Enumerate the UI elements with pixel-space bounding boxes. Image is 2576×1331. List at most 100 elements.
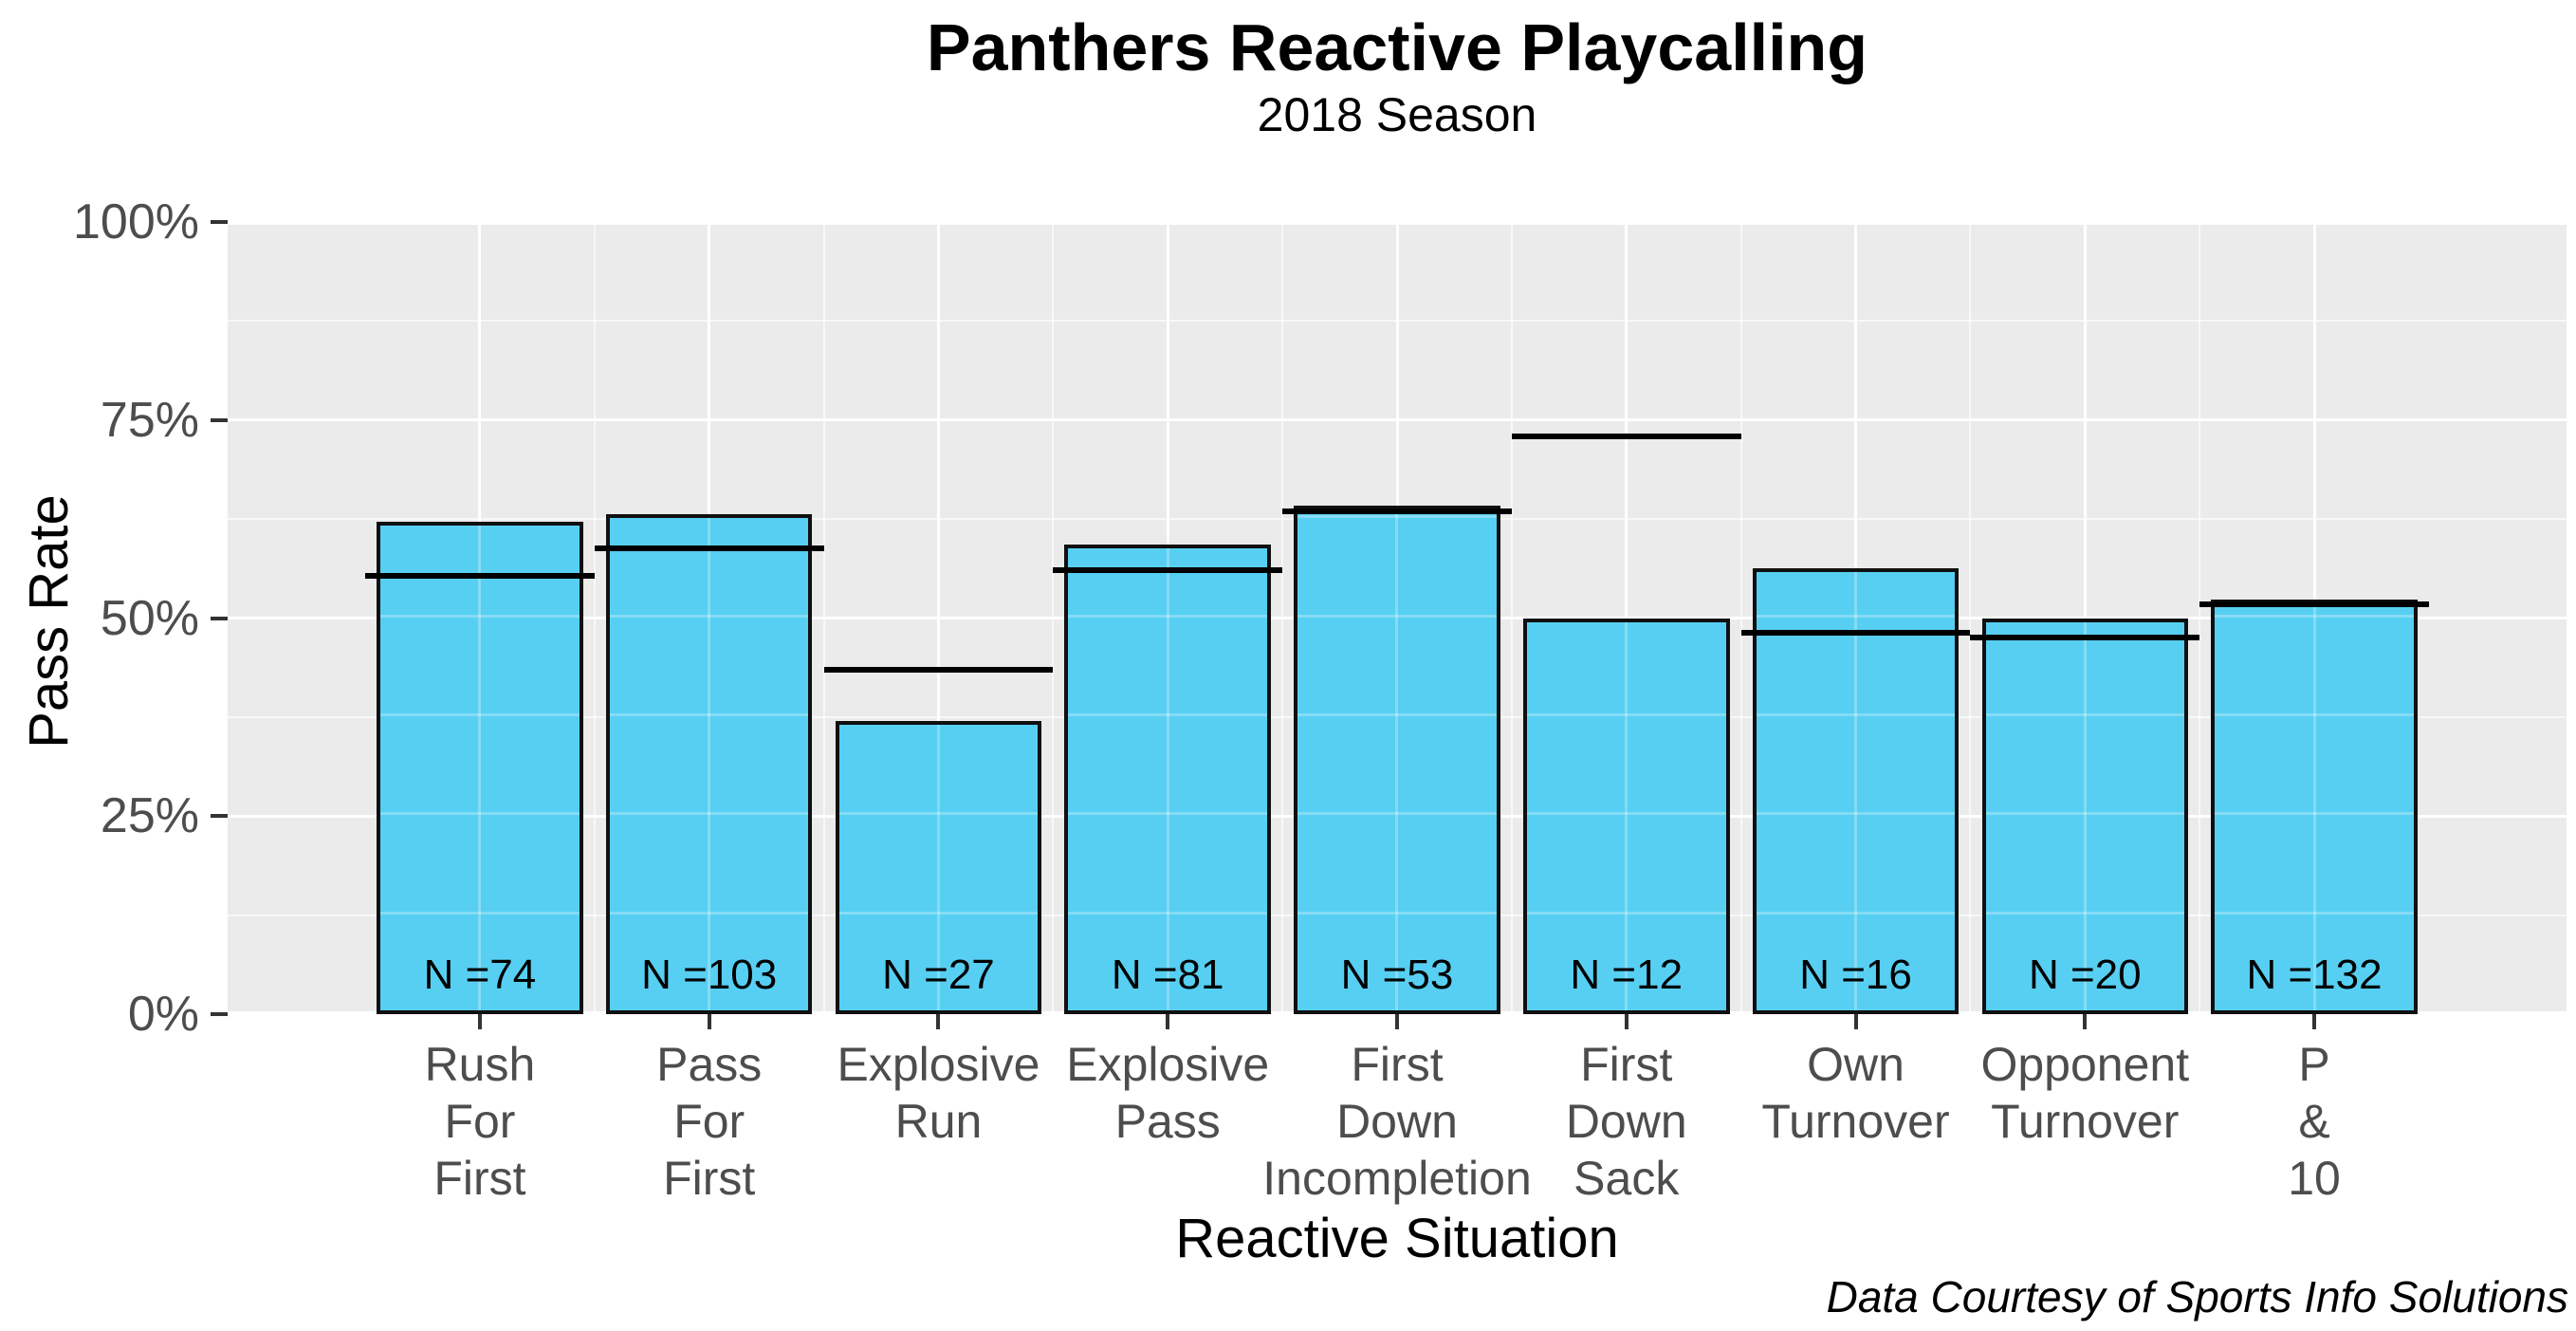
bar-translucent-gridline — [609, 911, 809, 915]
x-tick-label: Rush For First — [281, 1036, 679, 1207]
bar-translucent-gridline — [1068, 614, 1268, 618]
x-tick-label-line: & — [2298, 1095, 2330, 1148]
y-tick-label: 100% — [73, 194, 199, 250]
x-tick-label: P & 10 — [2115, 1036, 2513, 1207]
x-tick-label-line: For — [673, 1095, 745, 1148]
bar-translucent-gridline — [1297, 614, 1497, 618]
x-tick-label-line: First — [1580, 1038, 1673, 1091]
x-tick-label: Opponent Turnover — [1886, 1036, 2284, 1150]
pass-rate-bar — [1752, 567, 1960, 1014]
bar-translucent-gridline — [2215, 614, 2414, 618]
x-tick-label-line: Opponent — [1980, 1038, 2190, 1091]
bar-translucent-gridline — [1985, 911, 2185, 915]
bar-translucent-gridline — [1068, 911, 1268, 915]
x-tick-label-line: Rush — [424, 1038, 536, 1091]
x-tick-label-line: First — [663, 1152, 756, 1205]
x-tick-mark — [707, 1014, 711, 1029]
league-average-line — [1740, 629, 1971, 636]
x-tick-mark — [477, 1014, 482, 1029]
bar-translucent-gridline — [1985, 712, 2185, 716]
bar-translucent-gridline — [1854, 571, 1858, 1010]
league-average-line — [1282, 508, 1512, 514]
league-average-line — [1511, 434, 1741, 440]
gridline-minor-vertical — [1510, 222, 1513, 1014]
x-tick-mark — [1395, 1014, 1399, 1029]
bar-translucent-gridline — [1068, 712, 1268, 716]
x-tick-mark — [1853, 1014, 1858, 1029]
gridline-minor-vertical — [593, 222, 596, 1014]
data-source-caption: Data Courtesy of Sports Info Solutions — [1826, 1272, 2568, 1322]
bar-translucent-gridline — [838, 911, 1039, 915]
x-tick-label-line: 10 — [2288, 1152, 2341, 1205]
x-tick-mark — [2312, 1014, 2317, 1029]
bar-count-label: N =27 — [882, 952, 995, 998]
pass-rate-bar — [1522, 618, 1730, 1014]
x-tick-label-line: Run — [894, 1095, 983, 1148]
league-average-line — [365, 573, 595, 580]
gridline-minor-vertical — [1969, 222, 1972, 1014]
x-tick-label-line: First — [433, 1152, 526, 1205]
y-tick-mark — [211, 1012, 228, 1016]
league-average-line — [2199, 601, 2429, 608]
bar-translucent-gridline — [1395, 508, 1399, 1010]
bar-translucent-gridline — [1297, 911, 1497, 915]
pass-rate-bar — [1981, 618, 2189, 1014]
x-tick-label-line: Pass — [656, 1038, 763, 1091]
bar-translucent-gridline — [609, 812, 809, 816]
bar-translucent-gridline — [936, 725, 940, 1010]
bar-translucent-gridline — [380, 614, 580, 618]
x-tick-label: Explosive Run — [739, 1036, 1137, 1150]
bar-translucent-gridline — [2083, 621, 2087, 1010]
bar-count-label: N =74 — [423, 952, 537, 998]
bar-translucent-gridline — [1297, 812, 1497, 816]
bar-translucent-gridline — [1756, 812, 1956, 816]
gridline-major-vertical — [936, 222, 940, 1014]
bar-count-label: N =20 — [2028, 952, 2142, 998]
bar-translucent-gridline — [1526, 911, 1726, 915]
x-tick-label-line: Down — [1336, 1095, 1458, 1148]
x-tick-label-line: Incompletion — [1262, 1152, 1532, 1205]
bar-translucent-gridline — [1068, 812, 1268, 816]
bar-translucent-gridline — [2215, 712, 2414, 716]
bar-translucent-gridline — [478, 525, 482, 1010]
bar-translucent-gridline — [609, 614, 809, 618]
bar-translucent-gridline — [1985, 812, 2185, 816]
x-tick-label: Explosive Pass — [968, 1036, 1367, 1150]
x-tick-label-line: Turnover — [1991, 1095, 2180, 1148]
gridline-minor-vertical — [1281, 222, 1284, 1014]
bar-translucent-gridline — [1297, 712, 1497, 716]
x-tick-label-line: First — [1351, 1038, 1444, 1091]
x-tick-label-line: Sack — [1573, 1152, 1680, 1205]
chart-subtitle: 2018 Season — [1257, 88, 1537, 141]
y-tick-mark — [211, 814, 228, 819]
y-tick-mark — [211, 616, 228, 620]
bar-translucent-gridline — [380, 812, 580, 816]
y-tick-label: 25% — [100, 788, 199, 844]
league-average-line — [1053, 566, 1283, 573]
bar-translucent-gridline — [1166, 547, 1169, 1010]
y-tick-label: 0% — [127, 987, 199, 1042]
bar-count-label: N =81 — [1111, 952, 1224, 998]
bar-translucent-gridline — [380, 911, 580, 915]
x-tick-label: Pass For First — [510, 1036, 909, 1207]
bar-count-label: N =103 — [641, 952, 778, 998]
x-axis-title: Reactive Situation — [1175, 1208, 1619, 1269]
x-tick-mark — [1624, 1014, 1628, 1029]
x-tick-label-line: Turnover — [1761, 1095, 1950, 1148]
pass-rate-bar — [1064, 544, 1272, 1014]
bar-count-label: N =16 — [1799, 952, 1912, 998]
y-tick-mark — [211, 220, 228, 224]
x-tick-mark — [936, 1014, 941, 1029]
bar-count-label: N =53 — [1340, 952, 1454, 998]
gridline-minor-vertical — [822, 222, 825, 1014]
bar-translucent-gridline — [708, 518, 711, 1010]
bar-translucent-gridline — [2215, 911, 2414, 915]
bar-translucent-gridline — [1297, 515, 1497, 519]
bar-translucent-gridline — [2312, 603, 2316, 1010]
pass-rate-bar — [835, 721, 1042, 1014]
gridline-minor-vertical — [2199, 222, 2201, 1014]
y-tick-label: 75% — [100, 392, 199, 448]
x-tick-label: First Down Sack — [1427, 1036, 1826, 1207]
league-average-line — [594, 545, 824, 552]
